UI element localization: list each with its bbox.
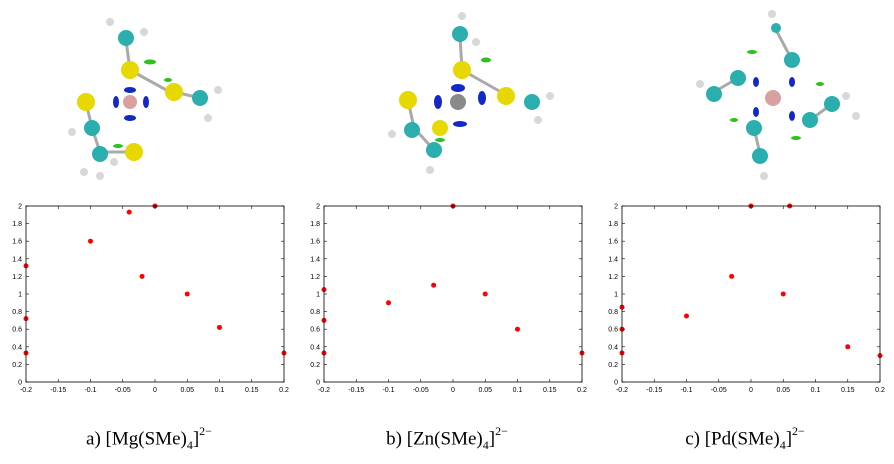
x-tick-label: 0.2	[577, 387, 587, 394]
y-tick-label: 1.8	[608, 221, 618, 228]
data-point	[482, 291, 488, 297]
y-tick-label: 0	[614, 380, 618, 387]
plot-frame	[25, 205, 285, 383]
x-tick-label: -0.05	[413, 387, 429, 394]
data-point	[386, 300, 391, 306]
data-point	[126, 209, 132, 215]
data-point	[184, 291, 190, 297]
carbon-atom	[192, 90, 208, 106]
y-tick-label: 1.2	[608, 274, 618, 281]
carbon-atom	[92, 146, 108, 162]
x-tick-label: 0	[153, 387, 157, 394]
y-tick-label: 2	[316, 204, 320, 211]
y-tick-label: 0.2	[310, 362, 320, 369]
y-tick-label: 1.4	[310, 256, 320, 263]
x-tick-label: -0.15	[646, 387, 662, 394]
data-point	[139, 273, 145, 279]
caption-a: a) [Mg(SMe)4]2−	[86, 424, 212, 453]
chart-a: -0.2 -0.15 -0.1 -0.05 0 0.05 0.1 0.15 0.2 0 0.2 0.4…	[12, 203, 289, 394]
x-tick-label: 0.05	[180, 387, 194, 394]
metal-atom	[123, 95, 137, 109]
y-tick-label: 0.6	[310, 327, 320, 334]
molecule-image-pd	[696, 10, 860, 180]
carbon-atom	[118, 30, 134, 46]
data-point	[431, 282, 437, 288]
y-tick-label: 0.2	[608, 362, 618, 369]
y-tick-label: 1.6	[608, 239, 618, 246]
x-tick-label: -0.1	[680, 387, 692, 394]
data-point	[515, 326, 520, 332]
y-tick-label: 1	[18, 292, 22, 299]
sulfur-atom	[125, 143, 143, 161]
x-tick-label: 0.2	[875, 387, 885, 394]
x-tick-label: -0.05	[115, 387, 131, 394]
molecule-image-zn	[388, 12, 554, 174]
panel-a: -0.2 -0.15 -0.1 -0.05 0 0.05 0.1 0.15 0.2 0 0.2 0.4…	[0, 0, 298, 464]
x-tick-label: -0.2	[20, 387, 32, 394]
x-tick-label: -0.15	[348, 387, 364, 394]
molecule-image-mg	[68, 18, 222, 180]
data-point	[88, 238, 93, 244]
y-tick-label: 2	[18, 204, 22, 211]
y-tick-label: 0.8	[310, 309, 320, 316]
data-point	[845, 344, 851, 350]
chart-c: -0.2 -0.15 -0.1 -0.05 0 0.05 0.1 0.15 0.2 0 0.2 0.4…	[608, 203, 885, 394]
x-tick-label: -0.1	[84, 387, 96, 394]
y-tick-label: 0.2	[12, 362, 22, 369]
y-tick-label: 2	[614, 204, 618, 211]
x-tick-label: 0.05	[478, 387, 492, 394]
y-tick-label: 0	[18, 380, 22, 387]
x-tick-label: 0.1	[215, 387, 225, 394]
y-tick-label: 1.4	[608, 256, 618, 263]
y-tick-label: 0.4	[310, 344, 320, 351]
x-tick-label: 0.15	[841, 387, 855, 394]
x-tick-label: 0	[749, 387, 753, 394]
data-point	[780, 291, 786, 297]
x-tick-label: 0.1	[811, 387, 821, 394]
x-tick-label: 0.15	[245, 387, 259, 394]
sulfur-atom	[77, 93, 95, 111]
y-tick-label: 1.8	[310, 221, 320, 228]
x-tick-label: -0.1	[382, 387, 394, 394]
caption-c: c) [Pd(SMe)4]2−	[685, 424, 805, 453]
chart-b: -0.2 -0.15 -0.1 -0.05 0 0.05 0.1 0.15 0.2 0 0.2 0.4…	[310, 203, 587, 394]
data-point	[729, 273, 735, 279]
y-tick-label: 0.4	[12, 344, 22, 351]
panel-c: -0.2 -0.15 -0.1 -0.05 0 0.05 0.1 0.15 0.2 0 0.2 0.4…	[596, 0, 894, 464]
sulfur-atom	[165, 83, 183, 101]
data-point	[217, 324, 222, 330]
sulfur-atom	[121, 61, 139, 79]
x-tick-label: 0.1	[513, 387, 523, 394]
y-tick-label: 0	[316, 380, 320, 387]
y-tick-label: 0.8	[12, 309, 22, 316]
y-tick-label: 0.8	[608, 309, 618, 316]
y-tick-label: 1	[614, 292, 618, 299]
x-tick-label: 0.2	[279, 387, 289, 394]
caption-b: b) [Zn(SMe)4]2−	[386, 424, 508, 453]
y-tick-label: 1.6	[12, 239, 22, 246]
y-tick-label: 0.4	[608, 344, 618, 351]
y-tick-label: 1.4	[12, 256, 22, 263]
y-tick-label: 1.2	[12, 274, 22, 281]
panel-b: -0.2 -0.15 -0.1 -0.05 0 0.05 0.1 0.15 0.2 0 0.2 0.4…	[298, 0, 596, 464]
y-tick-label: 1	[316, 292, 320, 299]
x-tick-label: 0.15	[543, 387, 557, 394]
x-tick-label: 0.05	[776, 387, 790, 394]
nci-isosurface	[124, 87, 136, 93]
y-tick-label: 1.2	[310, 274, 320, 281]
x-tick-label: -0.2	[616, 387, 628, 394]
data-point	[684, 313, 689, 319]
y-tick-label: 1.6	[310, 239, 320, 246]
plot-frame	[323, 205, 583, 383]
y-tick-label: 0.6	[12, 327, 22, 334]
x-tick-label: -0.05	[711, 387, 727, 394]
y-tick-label: 1.8	[12, 221, 22, 228]
carbon-atom	[84, 120, 100, 136]
y-tick-label: 0.6	[608, 327, 618, 334]
x-tick-label: -0.2	[318, 387, 330, 394]
plot-frame	[621, 205, 881, 383]
x-tick-label: 0	[451, 387, 455, 394]
x-tick-label: -0.15	[50, 387, 66, 394]
